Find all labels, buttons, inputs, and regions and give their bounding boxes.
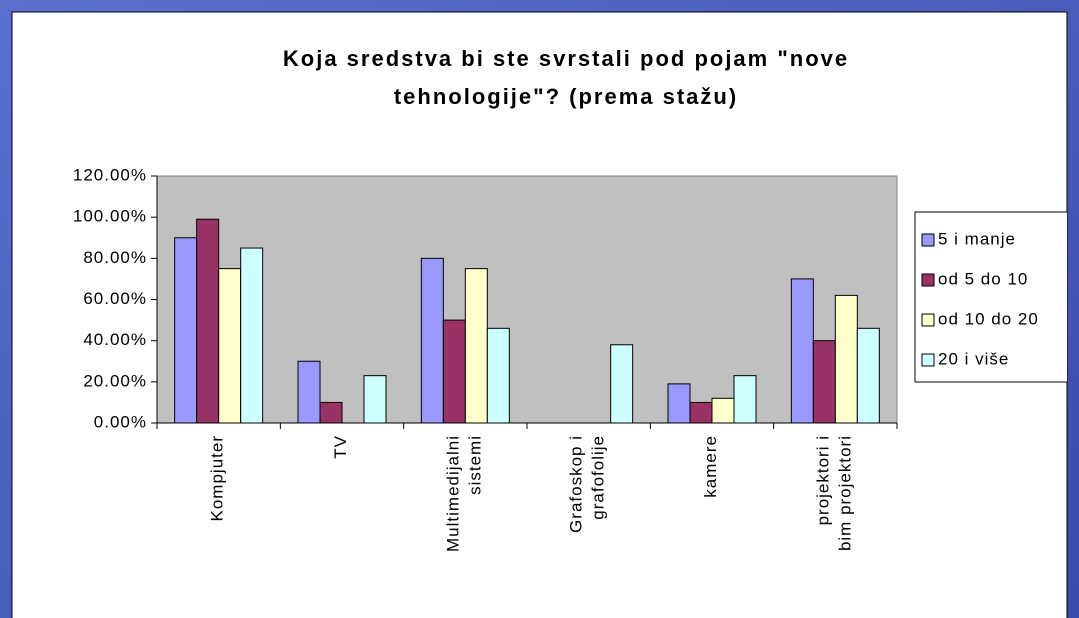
legend-label: od 5 do 10 <box>938 269 1028 288</box>
chart-title: Koja sredstva bi ste svrstali pod pojam … <box>283 46 849 71</box>
legend-swatch <box>921 273 935 287</box>
bar <box>790 278 814 424</box>
bar <box>689 401 713 424</box>
x-tick-label: Multimedijalni sistemi <box>444 435 485 552</box>
legend-box <box>914 211 1067 383</box>
legend-label: od 10 do 20 <box>938 309 1039 328</box>
bar <box>319 401 343 424</box>
x-tick-label: TV <box>331 435 350 459</box>
legend: 5 i manje od 5 do 10 od 10 do 20 20 i više <box>914 211 1067 383</box>
bar <box>174 237 198 424</box>
bar <box>610 344 634 424</box>
bar <box>733 375 757 424</box>
y-tick-label: 0.00% <box>94 412 147 431</box>
x-tick-label: projektori i bim projektori <box>814 435 855 551</box>
x-tick-label: Grafoskop i grafofolije <box>567 435 608 533</box>
bar <box>834 294 858 424</box>
x-tick-label: Kompjuter <box>208 435 227 521</box>
bar <box>812 340 836 424</box>
bar <box>486 327 510 424</box>
legend-label: 20 i više <box>938 349 1009 368</box>
y-tick-label: 60.00% <box>83 289 147 308</box>
plot-area <box>156 175 898 424</box>
bar <box>297 360 321 424</box>
legend-swatch <box>921 353 935 367</box>
legend-swatch <box>921 233 935 247</box>
bar <box>240 247 264 424</box>
y-tick-label: 20.00% <box>83 371 147 390</box>
bar <box>711 397 735 424</box>
bar <box>442 319 466 424</box>
legend-label: 5 i manje <box>938 229 1016 248</box>
bar <box>420 257 444 424</box>
bar <box>196 218 220 424</box>
y-tick-label: 100.00% <box>73 207 147 226</box>
bar <box>856 327 880 424</box>
bar <box>464 268 488 424</box>
chart-title: tehnologije"? (prema stažu) <box>394 84 738 109</box>
bar <box>218 268 242 424</box>
y-tick-label: 120.00% <box>73 165 147 184</box>
bar <box>667 383 691 424</box>
y-tick-label: 40.00% <box>83 330 147 349</box>
bar <box>363 375 387 424</box>
legend-swatch <box>921 313 935 327</box>
y-tick-label: 80.00% <box>83 248 147 267</box>
x-tick-label: kamere <box>701 435 720 498</box>
